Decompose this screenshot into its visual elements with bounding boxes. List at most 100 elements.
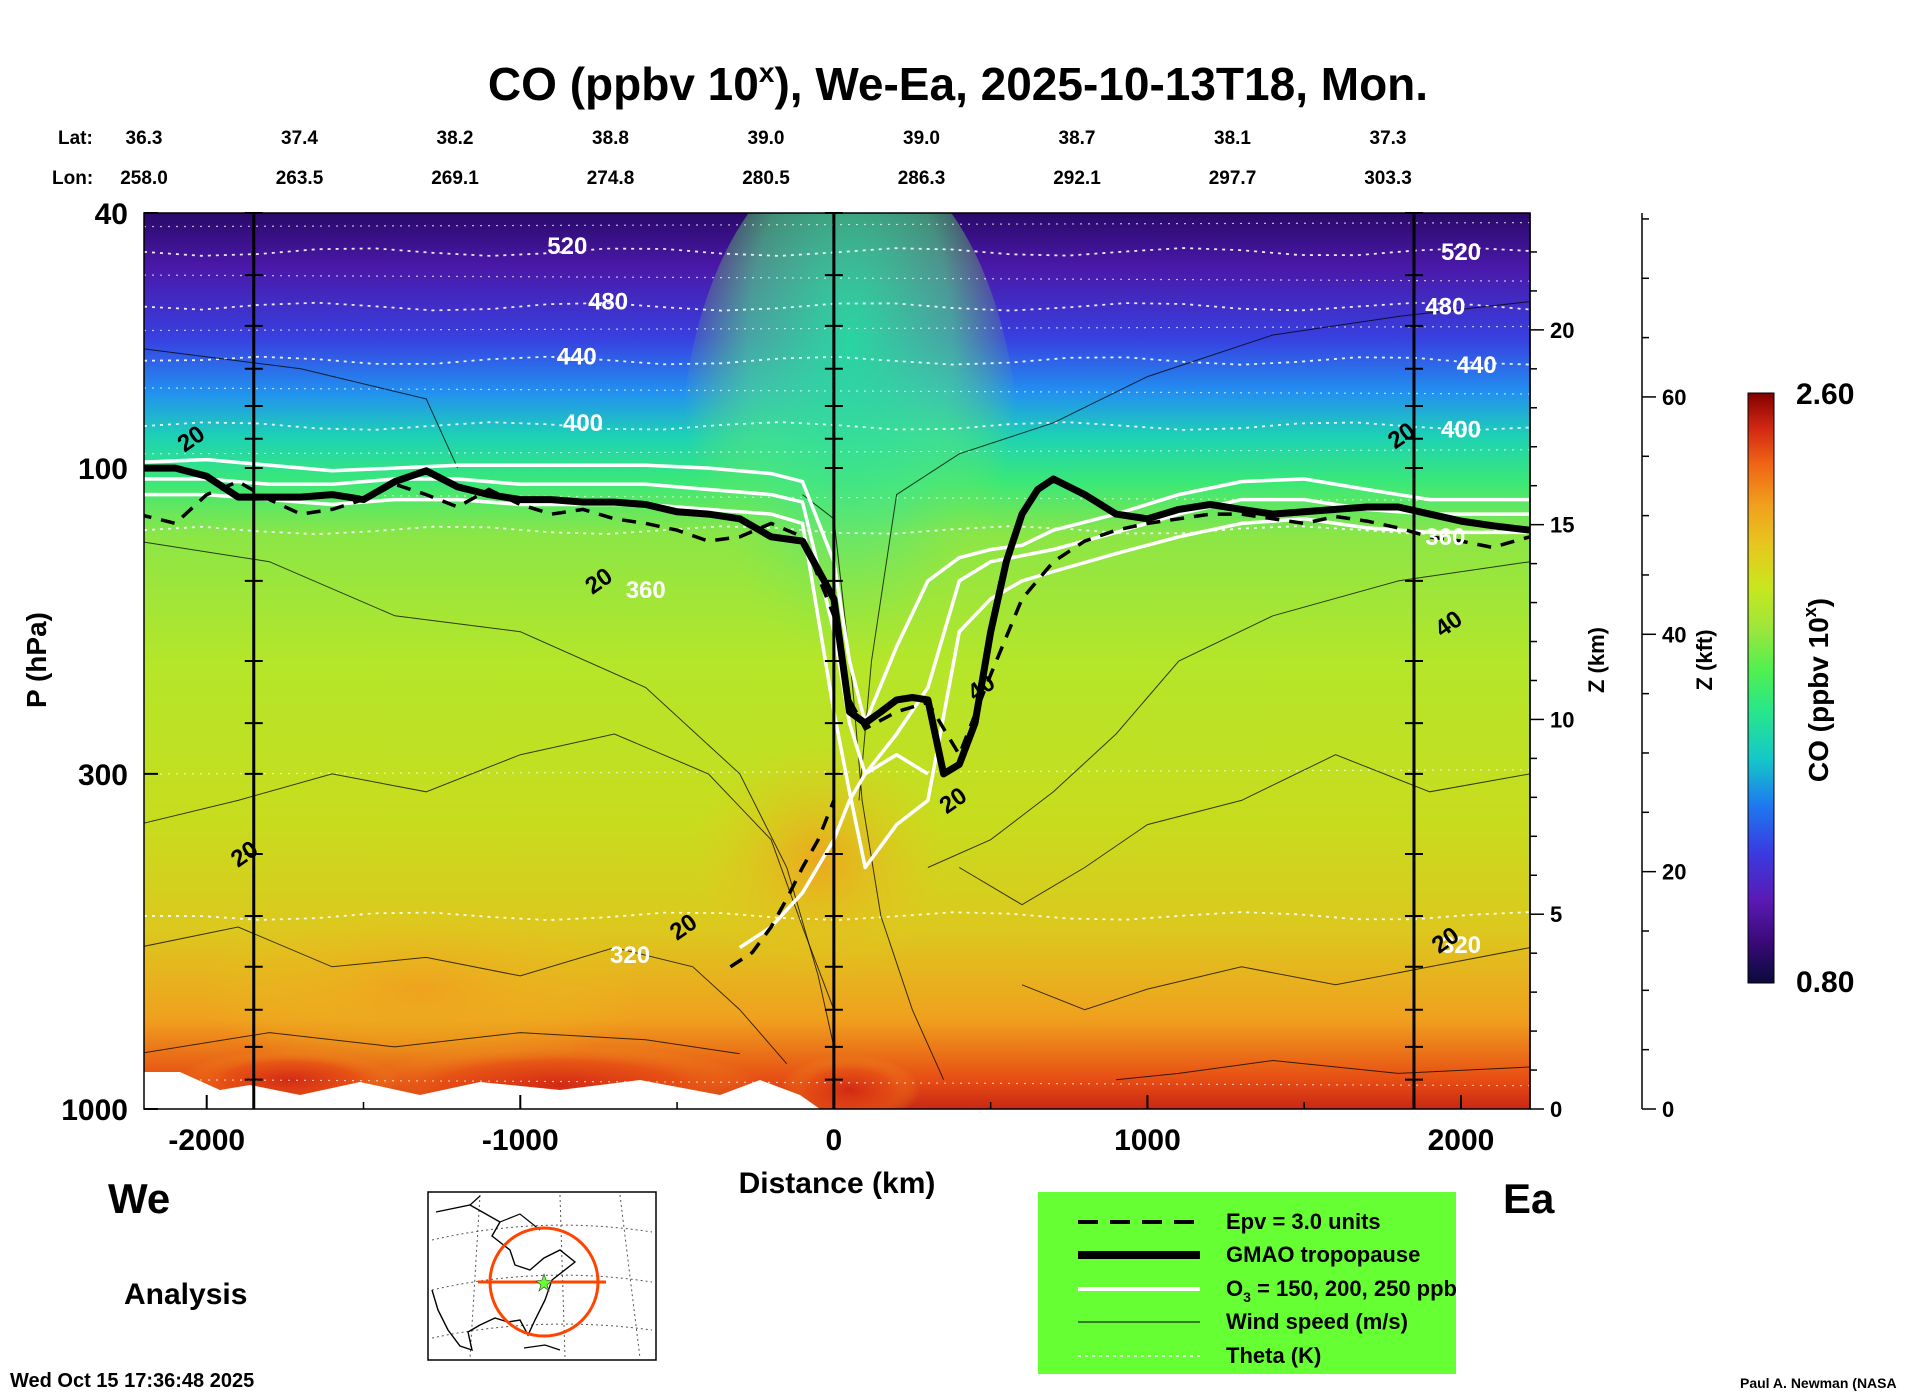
- z-km-axis-label: Z (km): [1584, 627, 1609, 693]
- x-tick-label: 1000: [1114, 1124, 1181, 1157]
- legend-wind: Wind speed (m/s): [1226, 1309, 1408, 1334]
- epv-contour: [729, 799, 836, 969]
- colorbar-title-superscript: x: [1800, 607, 1820, 617]
- ozone-contour: [144, 492, 1530, 870]
- legend-background: [1038, 1192, 1456, 1374]
- lat-value: 36.3: [126, 128, 163, 149]
- legend-o3-prefix: O: [1226, 1276, 1243, 1301]
- z-km-tick-label: 20: [1550, 318, 1574, 343]
- lat-value: 38.2: [437, 128, 474, 149]
- theta-label: 320: [610, 942, 650, 969]
- x-tick-label: 0: [826, 1124, 843, 1157]
- wind-speed-contour: [144, 1032, 740, 1055]
- lat-value: 38.7: [1059, 128, 1096, 149]
- lon-value: 303.3: [1364, 168, 1412, 189]
- chart-title-superscript: x: [759, 57, 775, 88]
- co-hot-patch: [780, 1055, 920, 1109]
- y-tick-label: 300: [78, 759, 128, 792]
- theta-label: 480: [1425, 294, 1465, 321]
- legend-o3: O3 = 150, 200, 250 ppb: [1226, 1276, 1457, 1305]
- lat-value: 38.8: [592, 128, 629, 149]
- legend: Epv = 3.0 units GMAO tropopause O3 = 150…: [1038, 1192, 1457, 1374]
- coastline: [431, 1204, 577, 1352]
- theta-label: 320: [1441, 932, 1481, 959]
- y-axis-label: P (hPa): [21, 612, 52, 708]
- lat-value: 37.4: [281, 128, 318, 149]
- z-km-tick-label: 0: [1550, 1097, 1562, 1122]
- co-trough-low: [680, 213, 1020, 790]
- theta-label: 440: [557, 344, 597, 371]
- lon-value: 292.1: [1053, 168, 1101, 189]
- lat-value: 37.3: [1370, 128, 1407, 149]
- map-inset: [427, 1191, 657, 1361]
- legend-o3-rest: = 150, 200, 250 ppb: [1251, 1276, 1457, 1301]
- z-km-tick-label: 10: [1550, 707, 1574, 732]
- analysis-label: Analysis: [124, 1278, 247, 1311]
- x-tick-label: -2000: [168, 1124, 245, 1157]
- z-kft-tick-label: 0: [1662, 1097, 1674, 1122]
- theta-label: 400: [1441, 416, 1481, 443]
- wind-speed-contour: [144, 926, 788, 1065]
- theta-label: 440: [1457, 352, 1497, 379]
- svg-text:CO (ppbv 10x), We-Ea, 2025-10-: CO (ppbv 10x), We-Ea, 2025-10-13T18, Mon…: [488, 57, 1428, 110]
- terrain-mask: [144, 1072, 820, 1109]
- chart-title: CO (ppbv 10: [488, 58, 759, 110]
- lon-value: 297.7: [1209, 168, 1257, 189]
- z-km-tick-label: 15: [1550, 513, 1574, 538]
- colorbar-title: CO (ppbv 10x): [1800, 598, 1834, 782]
- lat-value: 39.0: [903, 128, 940, 149]
- wind-speed-contour: [144, 348, 459, 469]
- theta-label: 480: [588, 289, 628, 316]
- lon-value: 269.1: [431, 168, 479, 189]
- credit: Paul A. Newman (NASA: [1740, 1375, 1897, 1391]
- map-center-marker: [535, 1273, 553, 1292]
- z-kft-tick-label: 20: [1662, 860, 1686, 885]
- z-kft-tick-label: 40: [1662, 622, 1686, 647]
- z-km-tick-label: 5: [1550, 902, 1562, 927]
- lon-value: 280.5: [742, 168, 790, 189]
- direction-west: We: [108, 1175, 170, 1222]
- legend-theta: Theta (K): [1226, 1343, 1321, 1368]
- lon-value: 274.8: [587, 168, 635, 189]
- y-tick-label: 40: [95, 198, 128, 231]
- lat-label: Lat:: [58, 128, 93, 149]
- colorbar-title-text: CO (ppbv 10: [1803, 617, 1834, 782]
- lon-label: Lon:: [52, 168, 93, 189]
- ozone-contour: [144, 457, 1530, 725]
- theta-label: 400: [563, 410, 603, 437]
- co-warm-patch: [200, 900, 640, 1080]
- theta-label: 520: [547, 233, 587, 260]
- y-tick-label: 1000: [61, 1094, 128, 1127]
- theta-label: 520: [1441, 239, 1481, 266]
- ozone-contour: [738, 752, 929, 950]
- wind-speed-contours: [144, 301, 1530, 1081]
- colorbar-min-label: 0.80: [1796, 966, 1854, 999]
- colorbar-max-label: 2.60: [1796, 378, 1854, 411]
- legend-o3-sub: 3: [1243, 1289, 1251, 1305]
- lat-lon-values: 36.3 37.4 38.2 38.8 39.0 39.0 38.7 38.1 37.3 258.…: [120, 128, 1412, 189]
- wind-speed-contour: [927, 561, 1530, 868]
- z-kft-tick-label: 60: [1662, 385, 1686, 410]
- theta-label: 360: [1425, 524, 1465, 551]
- legend-epv: Epv = 3.0 units: [1226, 1209, 1381, 1234]
- lat-value: 38.1: [1214, 128, 1251, 149]
- lon-value: 263.5: [276, 168, 324, 189]
- gmao-tropopause-line: [144, 464, 1530, 778]
- overlay-lines: [144, 457, 1530, 969]
- colorbar: [1747, 392, 1775, 984]
- section-markers: [244, 212, 1423, 1109]
- chart-title-rest: ), We-Ea, 2025-10-13T18, Mon.: [774, 58, 1428, 110]
- co-hot-patch: [360, 1045, 760, 1109]
- x-axis-label: Distance (km): [739, 1167, 936, 1200]
- wind-speed-contour: [1021, 947, 1530, 1011]
- theta-label: 360: [626, 577, 666, 604]
- wind-speed-contour: [144, 733, 835, 1010]
- wind-speed-contour: [1116, 1059, 1530, 1081]
- lon-value: 286.3: [898, 168, 946, 189]
- x-tick-label: -1000: [482, 1124, 559, 1157]
- wind-speed-contour: [858, 301, 1530, 801]
- direction-east: Ea: [1503, 1175, 1555, 1222]
- z-kft-axis-label: Z (kft): [1692, 629, 1717, 690]
- colorbar-title-close: ): [1803, 598, 1834, 607]
